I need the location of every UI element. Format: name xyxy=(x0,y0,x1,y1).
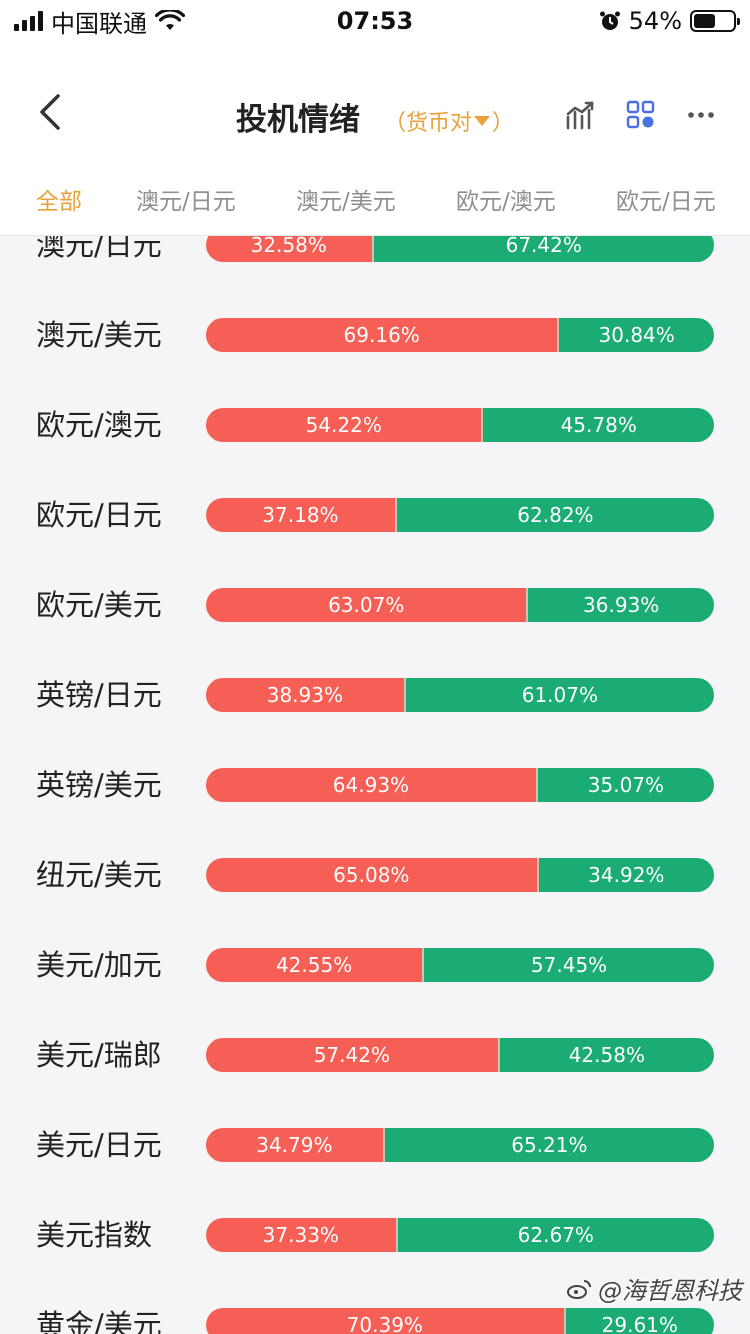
sentiment-bar: 38.93% 61.07% xyxy=(206,678,714,712)
currency-pair-filter[interactable]: （货币对 ） xyxy=(384,105,514,137)
long-percent-segment: 65.08% xyxy=(206,858,537,892)
short-percent-segment: 34.92% xyxy=(536,858,714,892)
sentiment-row[interactable]: 欧元/美元 63.07% 36.93% xyxy=(0,558,750,648)
tab-aud-usd[interactable]: 澳元/美元 xyxy=(296,189,396,215)
pair-name: 英镑/美元 xyxy=(36,768,162,802)
sentiment-row[interactable]: 纽元/美元 65.08% 34.92% xyxy=(0,828,750,918)
tab-eur-jpy[interactable]: 欧元/日元 xyxy=(616,189,716,215)
sentiment-bar: 70.39% 29.61% xyxy=(206,1308,714,1334)
sentiment-row[interactable]: 英镑/美元 64.93% 35.07% xyxy=(0,738,750,828)
tab-aud-jpy[interactable]: 澳元/日元 xyxy=(136,189,236,215)
weibo-logo-icon xyxy=(567,1279,591,1299)
alarm-icon xyxy=(599,11,620,30)
long-percent-segment: 32.58% xyxy=(206,236,372,262)
pair-name: 澳元/美元 xyxy=(36,318,162,352)
status-left: 中国联通 xyxy=(14,4,294,39)
tab-all[interactable]: 全部 xyxy=(36,189,82,215)
sentiment-bar: 65.08% 34.92% xyxy=(206,858,714,892)
sentiment-row[interactable]: 黄金/美元 70.39% 29.61% xyxy=(0,1278,750,1334)
sentiment-bar: 42.55% 57.45% xyxy=(206,948,714,982)
sentiment-bar: 57.42% 42.58% xyxy=(206,1038,714,1072)
chart-icon[interactable] xyxy=(565,100,595,130)
long-percent-segment: 34.79% xyxy=(206,1128,383,1162)
sentiment-row[interactable]: 澳元/美元 69.16% 30.84% xyxy=(0,288,750,378)
short-percent-segment: 36.93% xyxy=(526,588,714,622)
sentiment-row[interactable]: 美元/日元 34.79% 65.21% xyxy=(0,1098,750,1188)
pair-name: 美元指数 xyxy=(36,1218,153,1252)
grid-apps-icon[interactable] xyxy=(626,100,656,130)
nav-header: 投机情绪 （货币对 ） xyxy=(0,42,750,162)
pair-name: 英镑/日元 xyxy=(36,678,162,712)
short-percent-segment: 67.42% xyxy=(371,236,714,262)
long-percent-segment: 42.55% xyxy=(206,948,423,982)
battery-percent: 54% xyxy=(628,7,682,35)
pair-name: 澳元/日元 xyxy=(36,236,162,262)
short-percent-segment: 62.67% xyxy=(395,1218,714,1252)
pair-tabs: 全部 澳元/日元 澳元/美元 欧元/澳元 欧元/日元 xyxy=(0,162,750,236)
short-percent-segment: 57.45% xyxy=(422,948,714,982)
sentiment-row[interactable]: 澳元/日元 32.58% 67.42% xyxy=(0,236,750,288)
pair-name: 欧元/美元 xyxy=(36,588,162,622)
sentiment-bar: 54.22% 45.78% xyxy=(206,408,714,442)
status-time: 07:53 xyxy=(336,7,414,35)
short-percent-segment: 65.21% xyxy=(382,1128,714,1162)
sentiment-bar: 64.93% 35.07% xyxy=(206,768,714,802)
short-percent-segment: 29.61% xyxy=(563,1308,714,1334)
pair-name: 美元/日元 xyxy=(36,1128,162,1162)
sentiment-bar: 34.79% 65.21% xyxy=(206,1128,714,1162)
battery-level xyxy=(694,14,715,28)
filter-close: ） xyxy=(492,111,515,136)
long-percent-segment: 64.93% xyxy=(206,768,536,802)
pair-name: 美元/瑞郎 xyxy=(36,1038,162,1072)
back-chevron-icon[interactable] xyxy=(36,92,66,132)
carrier-name: 中国联通 xyxy=(51,9,147,38)
filter-caret-icon xyxy=(474,116,491,126)
sentiment-bar: 32.58% 67.42% xyxy=(206,236,714,262)
sentiment-row[interactable]: 欧元/日元 37.18% 62.82% xyxy=(0,468,750,558)
more-icon[interactable] xyxy=(686,100,716,130)
sentiment-list[interactable]: 澳元/日元 32.58% 67.42% 澳元/美元 69.16% 30.84% 欧元/澳元 5… xyxy=(0,236,750,1334)
pair-name: 黄金/美元 xyxy=(36,1308,162,1334)
sentiment-bar: 69.16% 30.84% xyxy=(206,318,714,352)
short-percent-segment: 61.07% xyxy=(403,678,714,712)
long-percent-segment: 63.07% xyxy=(206,588,527,622)
long-percent-segment: 37.18% xyxy=(206,498,395,532)
long-percent-segment: 57.42% xyxy=(206,1038,498,1072)
battery-icon xyxy=(690,10,740,32)
sentiment-bar: 63.07% 36.93% xyxy=(206,588,714,622)
short-percent-segment: 45.78% xyxy=(481,408,714,442)
sentiment-bar: 37.33% 62.67% xyxy=(206,1218,714,1252)
long-percent-segment: 69.16% xyxy=(206,318,558,352)
wifi-icon xyxy=(155,10,185,30)
sentiment-row[interactable]: 美元/加元 42.55% 57.45% xyxy=(0,918,750,1008)
tab-eur-aud[interactable]: 欧元/澳元 xyxy=(456,189,556,215)
short-percent-segment: 35.07% xyxy=(535,768,714,802)
long-percent-segment: 37.33% xyxy=(206,1218,396,1252)
pair-name: 纽元/美元 xyxy=(36,858,162,892)
sentiment-row[interactable]: 欧元/澳元 54.22% 45.78% xyxy=(0,378,750,468)
long-percent-segment: 54.22% xyxy=(206,408,482,442)
short-percent-segment: 62.82% xyxy=(394,498,714,532)
sentiment-row[interactable]: 英镑/日元 38.93% 61.07% xyxy=(0,648,750,738)
pair-name: 欧元/日元 xyxy=(36,498,162,532)
pair-name: 美元/加元 xyxy=(36,948,162,982)
watermark-text: @海哲恩科技 xyxy=(598,1277,742,1305)
long-percent-segment: 38.93% xyxy=(206,678,404,712)
sentiment-row[interactable]: 美元/瑞郎 57.42% 42.58% xyxy=(0,1008,750,1098)
filter-label: （货币对 xyxy=(384,111,473,136)
short-percent-segment: 30.84% xyxy=(557,318,714,352)
pair-name: 欧元/澳元 xyxy=(36,408,162,442)
title-group: 投机情绪 （货币对 ） xyxy=(236,94,514,139)
sentiment-bar: 37.18% 62.82% xyxy=(206,498,714,532)
status-bar: 中国联通 07:53 54% xyxy=(0,0,750,42)
sentiment-row[interactable]: 美元指数 37.33% 62.67% xyxy=(0,1188,750,1278)
short-percent-segment: 42.58% xyxy=(497,1038,714,1072)
page-title: 投机情绪 xyxy=(236,102,360,138)
cellular-signal-icon xyxy=(14,11,43,31)
watermark: @海哲恩科技 xyxy=(566,1271,742,1306)
status-right: 54% xyxy=(456,7,740,35)
long-percent-segment: 70.39% xyxy=(206,1308,564,1334)
